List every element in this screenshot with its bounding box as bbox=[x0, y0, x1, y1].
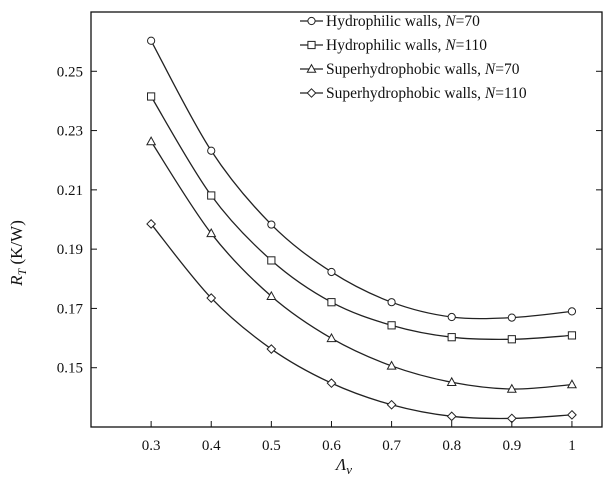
y-axis-label: RT (K/W) bbox=[7, 220, 29, 287]
data-point bbox=[326, 378, 337, 389]
data-point bbox=[327, 267, 336, 277]
data-point bbox=[147, 92, 156, 101]
data-point bbox=[507, 313, 516, 322]
data-point bbox=[506, 383, 517, 393]
series-line bbox=[150, 141, 572, 390]
x-axis-label: Λv bbox=[334, 455, 352, 477]
data-point bbox=[206, 227, 217, 238]
legend-label-text: Hydrophilic walls, bbox=[326, 37, 445, 54]
data-point bbox=[267, 256, 276, 265]
data-point bbox=[267, 220, 276, 229]
legend-label: Superhydrophobic walls, N=110 bbox=[326, 85, 527, 102]
y-tick-label: 0.17 bbox=[57, 301, 84, 317]
data-point bbox=[566, 379, 577, 389]
y-tick-label: 0.15 bbox=[57, 361, 83, 377]
data-point bbox=[507, 335, 516, 344]
data-point bbox=[447, 333, 456, 342]
data-point bbox=[266, 290, 277, 300]
x-tick-label: 0.7 bbox=[382, 438, 401, 454]
legend-label-text: Superhydrophobic walls, bbox=[326, 61, 485, 78]
legend-label-text: Hydrophilic walls, bbox=[326, 13, 445, 30]
x-tick-label: 0.4 bbox=[202, 438, 221, 454]
series-4 bbox=[146, 219, 577, 424]
data-point bbox=[567, 331, 577, 340]
series-line bbox=[150, 96, 572, 341]
legend-label: Hydrophilic walls, N=70 bbox=[326, 13, 480, 30]
y-tick-label: 0.19 bbox=[57, 242, 83, 258]
y-tick-label: 0.23 bbox=[57, 124, 83, 140]
data-point bbox=[567, 409, 577, 420]
legend-label-var: N bbox=[484, 61, 497, 78]
legend-item: Hydrophilic walls, N=70 bbox=[300, 13, 480, 30]
x-tick-label: 0.5 bbox=[262, 438, 281, 454]
legend-label: Superhydrophobic walls, N=70 bbox=[326, 61, 520, 78]
data-point bbox=[266, 344, 277, 354]
legend-label-value: =110 bbox=[495, 85, 527, 102]
data-point bbox=[206, 293, 217, 303]
legend-label-var: N bbox=[484, 85, 497, 102]
series-2 bbox=[147, 92, 577, 344]
legend-marker bbox=[307, 16, 316, 26]
x-tick-label: 1 bbox=[568, 438, 576, 454]
data-point bbox=[446, 411, 457, 422]
plot-area bbox=[90, 11, 603, 428]
x-tick-label: 0.6 bbox=[322, 438, 341, 454]
y-axis-label-main: R bbox=[7, 275, 26, 287]
x-tick-label: 0.3 bbox=[142, 438, 161, 454]
legend-label-value: =110 bbox=[456, 37, 488, 54]
legend-label-var: N bbox=[444, 13, 457, 30]
legend-item: Hydrophilic walls, N=110 bbox=[300, 37, 487, 54]
data-point bbox=[387, 298, 396, 307]
series-1 bbox=[147, 36, 577, 322]
legend-marker bbox=[306, 88, 317, 98]
data-point bbox=[146, 136, 157, 146]
data-point bbox=[447, 312, 456, 322]
data-point bbox=[207, 191, 216, 200]
data-point bbox=[446, 376, 457, 386]
legend-label-value: =70 bbox=[495, 61, 519, 78]
legend-label-text: Superhydrophobic walls, bbox=[326, 85, 485, 102]
legend-label-value: =70 bbox=[456, 13, 480, 30]
data-point bbox=[386, 360, 397, 370]
x-tick-label: 0.8 bbox=[442, 438, 461, 454]
data-point bbox=[326, 332, 337, 343]
legend-marker bbox=[306, 63, 317, 73]
data-point bbox=[207, 146, 216, 155]
legend-marker bbox=[307, 40, 316, 50]
x-tick-label: 0.9 bbox=[502, 438, 521, 454]
plot-frame bbox=[90, 11, 603, 428]
data-point bbox=[327, 298, 336, 307]
legend-item: Superhydrophobic walls, N=70 bbox=[300, 61, 520, 78]
legend-item: Superhydrophobic walls, N=110 bbox=[300, 85, 527, 102]
axis-layer: 0.3 0.4 0.5 0.6 0.7 0.8 0.9 1 0.15 0.17 0.19 0.21 0.… bbox=[57, 64, 602, 454]
data-point bbox=[567, 307, 577, 316]
y-axis-label-sub: T bbox=[15, 267, 29, 275]
data-point bbox=[146, 219, 157, 229]
y-tick-label: 0.25 bbox=[57, 64, 83, 80]
x-axis-label-main: Λ bbox=[334, 455, 347, 474]
series-layer bbox=[146, 36, 577, 424]
y-tick-label: 0.21 bbox=[57, 183, 83, 199]
legend-label: Hydrophilic walls, N=110 bbox=[326, 37, 487, 54]
data-point bbox=[387, 321, 396, 330]
data-point bbox=[386, 399, 397, 410]
legend-label-var: N bbox=[444, 37, 457, 54]
y-axis-label-unit: (K/W) bbox=[7, 220, 26, 269]
series-line bbox=[150, 40, 573, 320]
x-axis-label-sub: v bbox=[346, 462, 352, 477]
data-point bbox=[147, 36, 156, 45]
series-3 bbox=[146, 136, 577, 393]
